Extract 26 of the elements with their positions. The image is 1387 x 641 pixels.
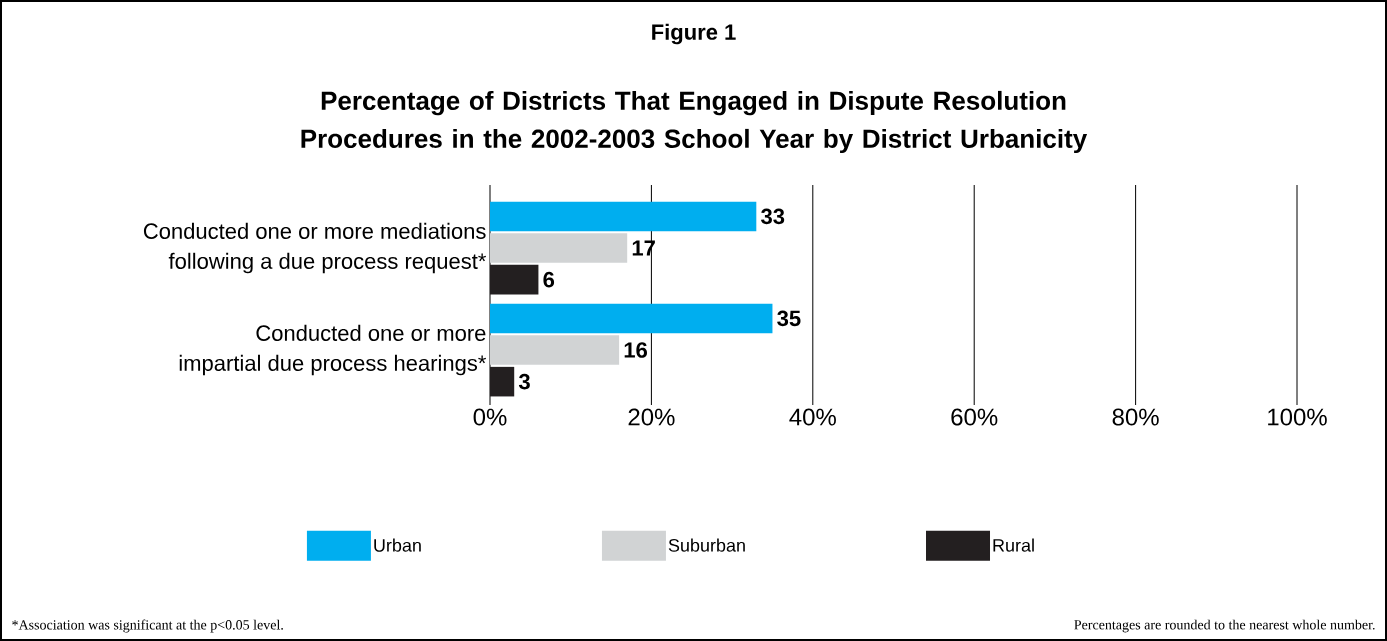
data-label: 6 (543, 271, 555, 288)
bar (490, 303, 773, 334)
bar (490, 233, 628, 263)
bar (490, 264, 539, 295)
x-tick-label: 100% (1268, 408, 1327, 426)
data-label: 33 (761, 208, 785, 225)
bar (490, 201, 757, 232)
x-tick-label: 0% (473, 408, 507, 426)
bar (490, 366, 515, 397)
text: *Association was significant at the p<0.05 level. (12, 619, 283, 633)
y-tick-label: Conducted one or more impartial due process hearings* (179, 324, 487, 376)
legend-label: Rural (993, 538, 1034, 552)
x-tick-label: 60% (951, 408, 998, 426)
data-label: 3 (518, 373, 530, 390)
data-label: 16 (624, 342, 647, 358)
chart-subtitle: Percentage of Districts That Engaged in Dispute Resolution Procedures in the 2002-2003 School Year by District Urbanicity (301, 90, 1088, 154)
x-tick-label: 20% (628, 408, 675, 426)
data-label: 35 (777, 310, 801, 327)
x-tick-label: 40% (789, 408, 836, 426)
y-tick-label: Conducted one or more mediations following a due process request* (143, 222, 487, 274)
legend-label: Suburban (668, 538, 745, 552)
chart-title: Figure 1 (652, 23, 736, 45)
x-tick-label: 80% (1112, 408, 1159, 426)
legend-label: Urban (374, 538, 421, 552)
bar (490, 335, 620, 365)
text: Percentages are rounded to the nearest whole number. (1074, 619, 1375, 633)
